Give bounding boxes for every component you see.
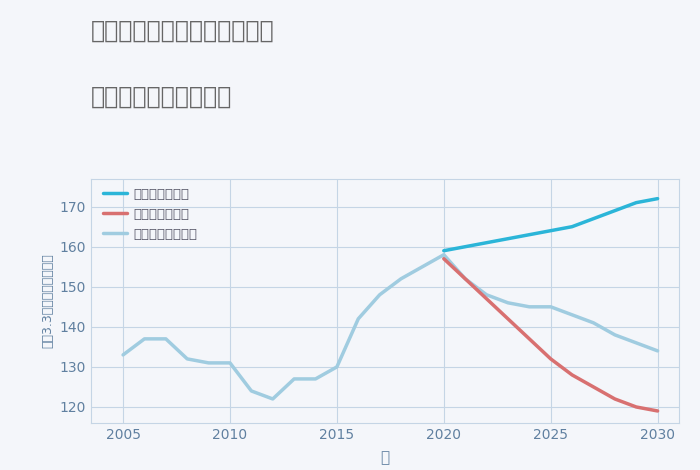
Text: 中古戸建ての価格推移: 中古戸建ての価格推移 [91,85,232,109]
Legend: グッドシナリオ, バッドシナリオ, ノーマルシナリオ: グッドシナリオ, バッドシナリオ, ノーマルシナリオ [104,188,198,241]
X-axis label: 年: 年 [380,450,390,465]
Y-axis label: 坪（3.3㎡）単価（万円）: 坪（3.3㎡）単価（万円） [41,253,54,348]
Text: 兵庫県神戸市中央区北野町の: 兵庫県神戸市中央区北野町の [91,19,274,43]
